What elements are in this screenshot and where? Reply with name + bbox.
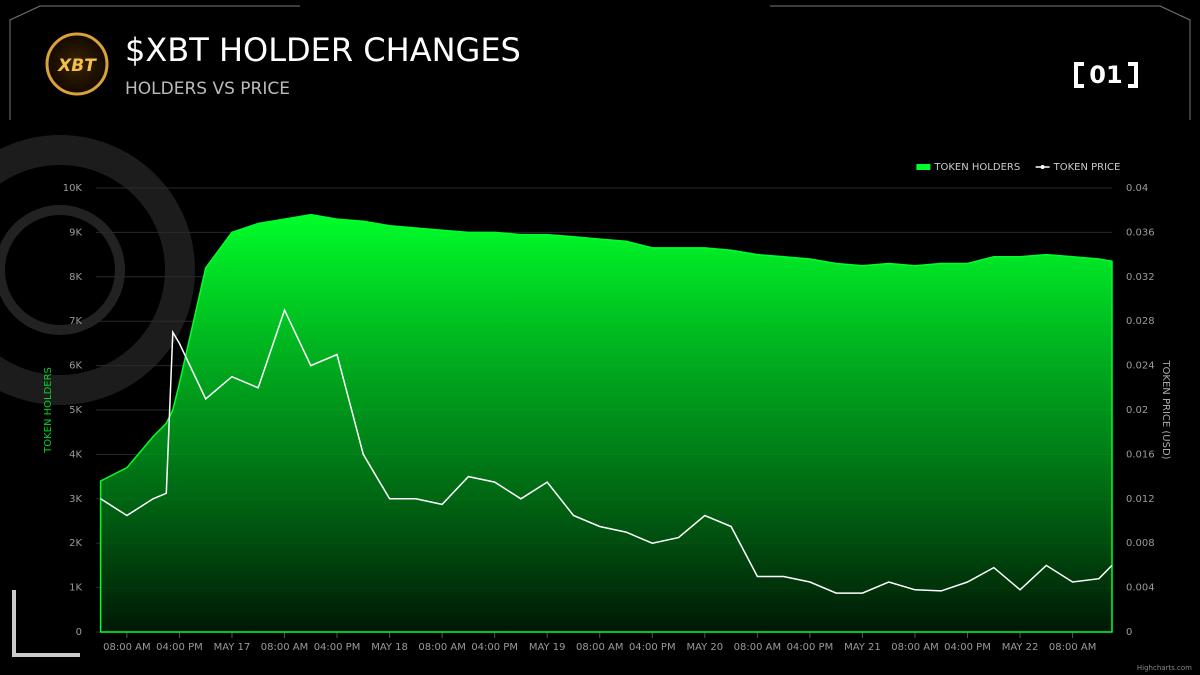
x-tick-label: MAY 22 (1002, 642, 1039, 653)
legend-marker (1040, 165, 1045, 169)
badge-text: 01 (1089, 61, 1122, 89)
y2-tick-label: 0.008 (1126, 538, 1155, 549)
decoration (0, 5, 1191, 657)
logo: XBT (45, 32, 109, 96)
x-tick-label: 08:00 AM (891, 642, 938, 653)
y2-tick-label: 0.012 (1126, 494, 1155, 505)
x-tick-label: 08:00 AM (1049, 642, 1096, 653)
y2-tick-label: 0.04 (1126, 183, 1148, 194)
badge: 01 (1074, 61, 1138, 89)
y2-tick-label: 0.016 (1126, 449, 1155, 460)
x-tick-label: 04:00 PM (787, 642, 834, 653)
legend-label: TOKEN HOLDERS (933, 162, 1020, 173)
y2-axis-title: TOKEN PRICE (USD) (1160, 359, 1171, 459)
y-tick-label: 4K (69, 449, 82, 460)
y-tick-label: 9K (69, 227, 82, 238)
y-axis-title: TOKEN HOLDERS (43, 367, 54, 454)
y2-tick-label: 0.032 (1126, 272, 1155, 283)
y2-tick-label: 0.036 (1126, 227, 1155, 238)
x-tick-label: 04:00 PM (471, 642, 518, 653)
x-tick-label: 04:00 PM (944, 642, 991, 653)
legend-swatch (916, 164, 931, 170)
x-tick-label: 08:00 AM (576, 642, 623, 653)
y-tick-label: 1K (69, 583, 82, 594)
x-tick-label: MAY 17 (214, 642, 251, 653)
area (99, 213, 1113, 633)
x-tick-label: 04:00 PM (314, 642, 361, 653)
y2-tick-label: 0 (1126, 627, 1132, 638)
x-tick-label: MAY 21 (844, 642, 881, 653)
y-tick-label: 5K (69, 405, 82, 416)
x-tick-label: 04:00 PM (629, 642, 676, 653)
x-tick-label: 08:00 AM (734, 642, 781, 653)
y-tick-label: 10K (63, 183, 83, 194)
y2-tick-label: 0.028 (1126, 316, 1155, 327)
y-tick-label: 7K (69, 316, 82, 327)
y2-tick-label: 0.02 (1126, 405, 1148, 416)
legend-label: TOKEN PRICE (1053, 162, 1121, 173)
x-tick-label: 08:00 AM (261, 642, 308, 653)
x-tick-label: MAY 20 (686, 642, 723, 653)
logo-text: XBT (57, 56, 97, 76)
x-tick-label: 08:00 AM (103, 642, 150, 653)
y-tick-label: 3K (69, 494, 82, 505)
y2-tick-label: 0.024 (1126, 361, 1155, 372)
x-tick-label: 04:00 PM (156, 642, 203, 653)
chart-subtitle: HOLDERS VS PRICE (125, 79, 290, 99)
y-tick-label: 8K (69, 272, 82, 283)
x-tick-label: 08:00 AM (418, 642, 465, 653)
price-line (100, 308, 1113, 594)
x-tick-label: MAY 19 (529, 642, 566, 653)
legend: TOKEN HOLDERS TOKEN PRICE (916, 162, 1120, 173)
y-tick-label: 2K (69, 538, 82, 549)
x-tick-label: MAY 18 (371, 642, 408, 653)
y-tick-label: 6K (69, 361, 82, 372)
chart-title: $XBT HOLDER CHANGES (125, 31, 521, 69)
y2-tick-label: 0.004 (1126, 583, 1155, 594)
credit: Highcharts.com (1137, 664, 1192, 672)
y-tick-label: 0 (76, 627, 82, 638)
